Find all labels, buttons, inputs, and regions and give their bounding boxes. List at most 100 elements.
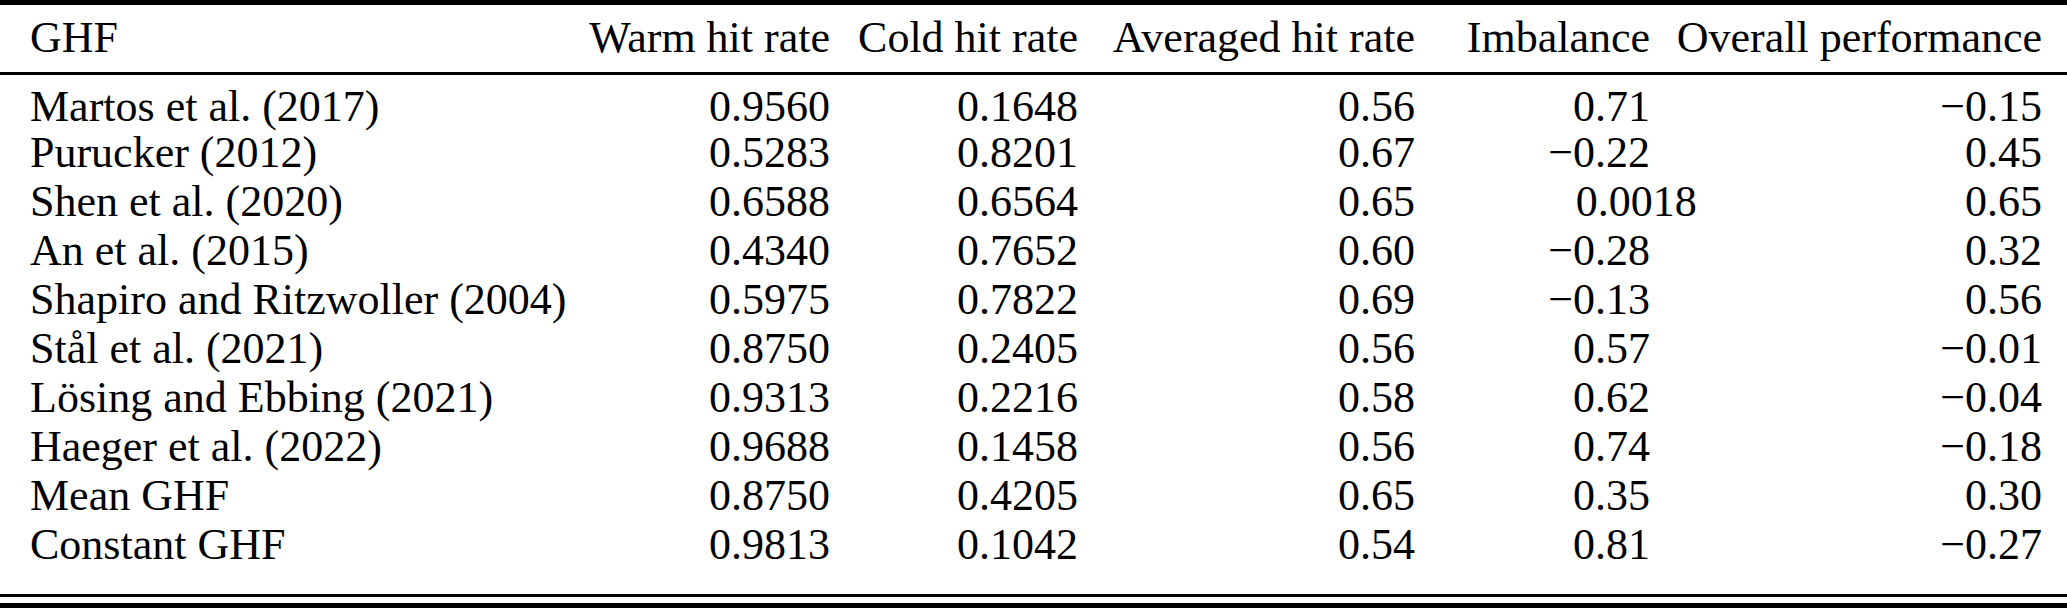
metric-value: 0.1648 xyxy=(957,85,1078,129)
metric-value: 0.8201 xyxy=(957,131,1078,175)
value-cell: 0.56 xyxy=(1650,276,2067,325)
metric-value: −0.27 xyxy=(1940,523,2042,567)
value-cell: 0.2405 xyxy=(830,325,1078,374)
metric-value: 0.74 xyxy=(1573,425,1650,469)
table-row: Shen et al. (2020)0.65880.65640.650.0018… xyxy=(0,178,2067,227)
value-cell: 0.9688 xyxy=(580,423,830,472)
metric-value: 0.56 xyxy=(1338,85,1415,129)
ghf-model-name: Shapiro and Ritzwoller (2004) xyxy=(30,278,566,322)
value-cell: 0.7652 xyxy=(830,227,1078,276)
metric-value: 0.62 xyxy=(1573,376,1650,420)
value-cell: 0.56 xyxy=(1078,73,1415,129)
table-row: Martos et al. (2017) 0.9560 0.1648 0.56 0.71… xyxy=(0,73,2067,129)
metric-value: −0.18 xyxy=(1940,425,2042,469)
value-cell: 0.56 xyxy=(1078,423,1415,472)
value-cell: 0.2216 xyxy=(830,374,1078,423)
table-header-row: GHFWarm hit rateCold hit rateAveraged hi… xyxy=(0,5,2067,73)
column-header-warm-hit-rate: Warm hit rate xyxy=(580,5,830,73)
table-row: Stål et al. (2021)0.87500.24050.560.57−0… xyxy=(0,325,2067,374)
value-cell: 0.9560 xyxy=(580,73,830,129)
metric-value: 0.6564 xyxy=(957,180,1078,224)
value-cell: 0.65 xyxy=(1650,178,2067,227)
value-cell: 0.71 xyxy=(1415,73,1650,129)
metric-value: 0.5975 xyxy=(709,278,830,322)
value-cell: 0.65 xyxy=(1078,178,1415,227)
value-cell: 0.74 xyxy=(1415,423,1650,472)
value-cell: 0.57 xyxy=(1415,325,1650,374)
ghf-model-name: Martos et al. (2017) xyxy=(30,85,379,129)
value-cell: 0.69 xyxy=(1078,276,1415,325)
row-label-cell: Shapiro and Ritzwoller (2004) xyxy=(0,276,580,325)
metric-value: 0.69 xyxy=(1338,278,1415,322)
metric-value: 0.9688 xyxy=(709,425,830,469)
metric-value: 0.30 xyxy=(1965,474,2042,518)
value-cell: 0.56 xyxy=(1078,325,1415,374)
value-cell: 0.67 xyxy=(1078,129,1415,178)
metric-value: −0.22 xyxy=(1548,131,1650,175)
metric-value: 0.2405 xyxy=(957,327,1078,371)
metric-value: 0.56 xyxy=(1338,425,1415,469)
value-cell: −0.04 xyxy=(1650,374,2067,423)
ghf-model-name: Stål et al. (2021) xyxy=(30,327,323,371)
table-row: Constant GHF0.98130.10420.540.81−0.27 xyxy=(0,521,2067,570)
column-header-overall-performance: Overall performance xyxy=(1650,5,2067,73)
metric-value: 0.7652 xyxy=(957,229,1078,273)
table-bottom-rule-thick xyxy=(0,603,2067,608)
metric-value: 0.58 xyxy=(1338,376,1415,420)
row-label-cell: Martos et al. (2017) xyxy=(0,73,580,129)
value-cell: −0.13 xyxy=(1415,276,1650,325)
metric-value: 0.65 xyxy=(1338,474,1415,518)
table-row: Mean GHF 0.87500.4205 0.650.35 0.30 xyxy=(0,472,2067,521)
metric-value: −0.28 xyxy=(1548,229,1650,273)
value-cell: 0.8750 xyxy=(580,325,830,374)
value-cell: −0.18 xyxy=(1650,423,2067,472)
value-cell: 0.4340 xyxy=(580,227,830,276)
value-cell: 0.8750 xyxy=(580,472,830,521)
row-label-cell: Lösing and Ebbing (2021) xyxy=(0,374,580,423)
row-label-cell: Purucker (2012) xyxy=(0,129,580,178)
value-cell: 0.1458 xyxy=(830,423,1078,472)
value-cell: −0.22 xyxy=(1415,129,1650,178)
metric-value: −0.04 xyxy=(1940,376,2042,420)
value-cell: 0.4205 xyxy=(830,472,1078,521)
metric-value: 0.45 xyxy=(1965,131,2042,175)
value-cell: 0.81 xyxy=(1415,521,1650,570)
row-label-cell: Constant GHF xyxy=(0,521,580,570)
table-bottom-rule-thin xyxy=(0,594,2067,597)
value-cell: 0.65 xyxy=(1078,472,1415,521)
value-cell: 0.54 xyxy=(1078,521,1415,570)
value-cell: 0.1042 xyxy=(830,521,1078,570)
metric-value: 0.1042 xyxy=(957,523,1078,567)
ghf-model-name: An et al. (2015) xyxy=(30,229,309,273)
metric-value: 0.32 xyxy=(1965,229,2042,273)
value-cell: 0.35 xyxy=(1415,472,1650,521)
metric-value: 0.1458 xyxy=(957,425,1078,469)
row-label-cell: Haeger et al. (2022) xyxy=(0,423,580,472)
table-row: Purucker (2012)0.52830.82010.67−0.220.45 xyxy=(0,129,2067,178)
value-cell: 0.1648 xyxy=(830,73,1078,129)
value-cell: −0.27 xyxy=(1650,521,2067,570)
value-cell: 0.5975 xyxy=(580,276,830,325)
value-cell: 0.62 xyxy=(1415,374,1650,423)
metric-value: 0.8750 xyxy=(709,327,830,371)
value-cell: 0.6564 xyxy=(830,178,1078,227)
value-cell: 0.8201 xyxy=(830,129,1078,178)
table-row: Lösing and Ebbing (2021)0.93130.22160.58… xyxy=(0,374,2067,423)
row-label-cell: Mean GHF xyxy=(0,472,580,521)
metric-value: 0.7822 xyxy=(957,278,1078,322)
ghf-model-name: Shen et al. (2020) xyxy=(30,180,343,224)
value-cell: 0.6588 xyxy=(580,178,830,227)
value-cell: 0.60 xyxy=(1078,227,1415,276)
metric-value: 0.56 xyxy=(1338,327,1415,371)
metric-value: −0.13 xyxy=(1548,278,1650,322)
metric-value: 0.56 xyxy=(1965,278,2042,322)
column-header-imbalance: Imbalance xyxy=(1415,5,1650,73)
paper-table-figure: GHFWarm hit rateCold hit rateAveraged hi… xyxy=(0,0,2067,615)
metric-value: 0.71 xyxy=(1573,85,1650,129)
metric-value: 0.2216 xyxy=(957,376,1078,420)
value-cell: −0.15 xyxy=(1650,73,2067,129)
column-header-ghf: GHF xyxy=(0,5,580,73)
column-header-averaged-hit-rate: Averaged hit rate xyxy=(1078,5,1415,73)
metric-value: 0.8750 xyxy=(709,474,830,518)
value-cell: 0.32 xyxy=(1650,227,2067,276)
